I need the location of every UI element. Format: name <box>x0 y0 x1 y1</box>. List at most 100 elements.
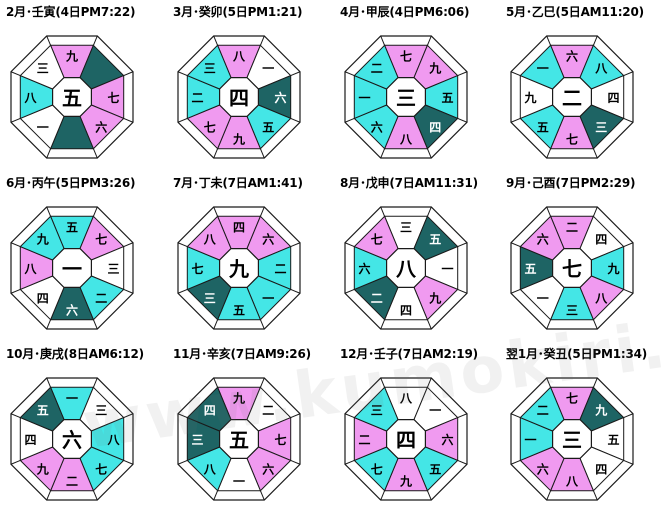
center-star-number: 一 <box>62 257 82 281</box>
ring-divider <box>426 35 432 46</box>
month-chart: 4月･甲辰(4日PM6:06) 七九五四八 六一 二三 <box>334 0 501 171</box>
ring-divider <box>344 413 355 419</box>
ring-divider <box>177 242 188 248</box>
sector-star-number: 七 <box>400 50 412 64</box>
sector-star-number: 一 <box>66 392 78 406</box>
sector-star-number: 四 <box>204 404 216 418</box>
ring-divider <box>123 413 134 419</box>
month-chart: 6月･丙午(5日PM3:26) 五七三二六 四 八 九一 <box>0 171 167 342</box>
ring-divider <box>259 377 265 388</box>
ring-divider <box>592 35 598 46</box>
center-octagon <box>385 418 427 460</box>
ring-divider <box>92 490 98 501</box>
sector-star-number: 四 <box>233 221 245 235</box>
ring-divider <box>510 117 521 123</box>
sector-star-number: 四 <box>400 304 412 318</box>
center-star-number: 四 <box>396 428 416 452</box>
sector-star-number: 三 <box>107 262 119 276</box>
ring-divider <box>92 206 98 217</box>
center-star-number: 五 <box>62 86 82 110</box>
center-octagon <box>51 247 93 289</box>
sector-star-number: 四 <box>595 462 607 476</box>
sector-star-number: 七 <box>371 233 383 247</box>
center-star-number: 八 <box>396 257 417 281</box>
ring-divider <box>259 206 265 217</box>
ring-divider <box>213 35 219 46</box>
sector-star-number: 一 <box>37 120 49 134</box>
sector-star-number: 九 <box>428 290 441 305</box>
month-chart: 2月･壬寅(4日PM7:22) 九七六 一 八 三五 <box>0 0 167 171</box>
ring-divider <box>92 148 98 159</box>
sector-star-number: 九 <box>65 49 78 64</box>
month-chart: 8月･戊申(7日AM11:31) 三五一九四 二 六七八 <box>334 171 501 342</box>
sector-star-number: 六 <box>537 232 549 247</box>
sector-star-number: 八 <box>594 62 608 76</box>
ring-divider <box>623 288 634 294</box>
sector-star-number: 二 <box>566 221 578 235</box>
sector-star-number: 二 <box>371 291 383 305</box>
ring-divider <box>380 35 386 46</box>
center-star-number: 二 <box>562 86 582 110</box>
ring-divider <box>10 117 21 123</box>
sector-star-number: 四 <box>37 291 49 305</box>
ring-divider <box>213 206 219 217</box>
month-chart-title: 5月･乙巳(5日AM11:20) <box>506 5 644 19</box>
ring-divider <box>10 288 21 294</box>
sector-star-number: 一 <box>262 62 274 76</box>
center-star-number: 三 <box>562 428 582 452</box>
ring-divider <box>290 288 301 294</box>
sector-star-number: 三 <box>400 221 412 235</box>
ring-divider <box>123 71 134 77</box>
sector-star-number: 六 <box>262 461 274 476</box>
sector-star-number: 二 <box>262 404 274 418</box>
sector-star-number: 七 <box>566 392 578 406</box>
ring-divider <box>623 459 634 465</box>
ring-divider <box>46 319 52 330</box>
sector-star-number: 一 <box>233 475 245 489</box>
sector-star-number: 七 <box>95 233 107 247</box>
ring-divider <box>546 319 552 330</box>
ring-divider <box>510 288 521 294</box>
ring-divider <box>344 459 355 465</box>
sector-star-number: 二 <box>95 291 107 305</box>
month-chart-title: 10月･庚戌(8日AM6:12) <box>6 347 144 361</box>
sector-star-number: 七 <box>274 433 286 447</box>
sector-star-number: 五 <box>233 304 245 318</box>
sector-star-number: 二 <box>371 62 383 76</box>
sector-star-number: 七 <box>204 120 216 134</box>
sector-star-number: 五 <box>66 221 78 235</box>
sector-star-number: 五 <box>429 462 441 476</box>
sector-star-number: 四 <box>429 120 441 134</box>
ring-divider <box>46 35 52 46</box>
month-chart-title: 6月･丙午(5日PM3:26) <box>6 176 136 190</box>
ring-divider <box>380 319 386 330</box>
ring-divider <box>623 413 634 419</box>
ring-divider <box>46 490 52 501</box>
sector-star-number: 五 <box>524 262 536 276</box>
ring-divider <box>380 206 386 217</box>
month-chart-title: 8月･戊申(7日AM11:31) <box>340 176 478 190</box>
center-octagon <box>218 418 260 460</box>
ring-divider <box>426 206 432 217</box>
sector-star-number: 四 <box>595 233 607 247</box>
ring-divider <box>92 319 98 330</box>
sector-star-number: 九 <box>523 90 536 105</box>
ring-divider <box>46 377 52 388</box>
sector-star-number: 七 <box>371 462 383 476</box>
ring-divider <box>510 459 521 465</box>
ring-divider <box>546 377 552 388</box>
center-octagon <box>551 76 593 118</box>
ring-divider <box>213 148 219 159</box>
ring-divider <box>46 148 52 159</box>
ring-divider <box>592 490 598 501</box>
month-chart: 10月･庚戌(8日AM6:12) 一三八七二 九四 五六 <box>0 342 167 513</box>
center-octagon <box>551 418 593 460</box>
ring-divider <box>457 117 468 123</box>
sector-star-number: 三 <box>371 404 383 418</box>
sector-star-number: 二 <box>358 433 370 447</box>
center-octagon <box>51 76 93 118</box>
ring-divider <box>290 459 301 465</box>
ring-divider <box>259 319 265 330</box>
ring-divider <box>457 288 468 294</box>
